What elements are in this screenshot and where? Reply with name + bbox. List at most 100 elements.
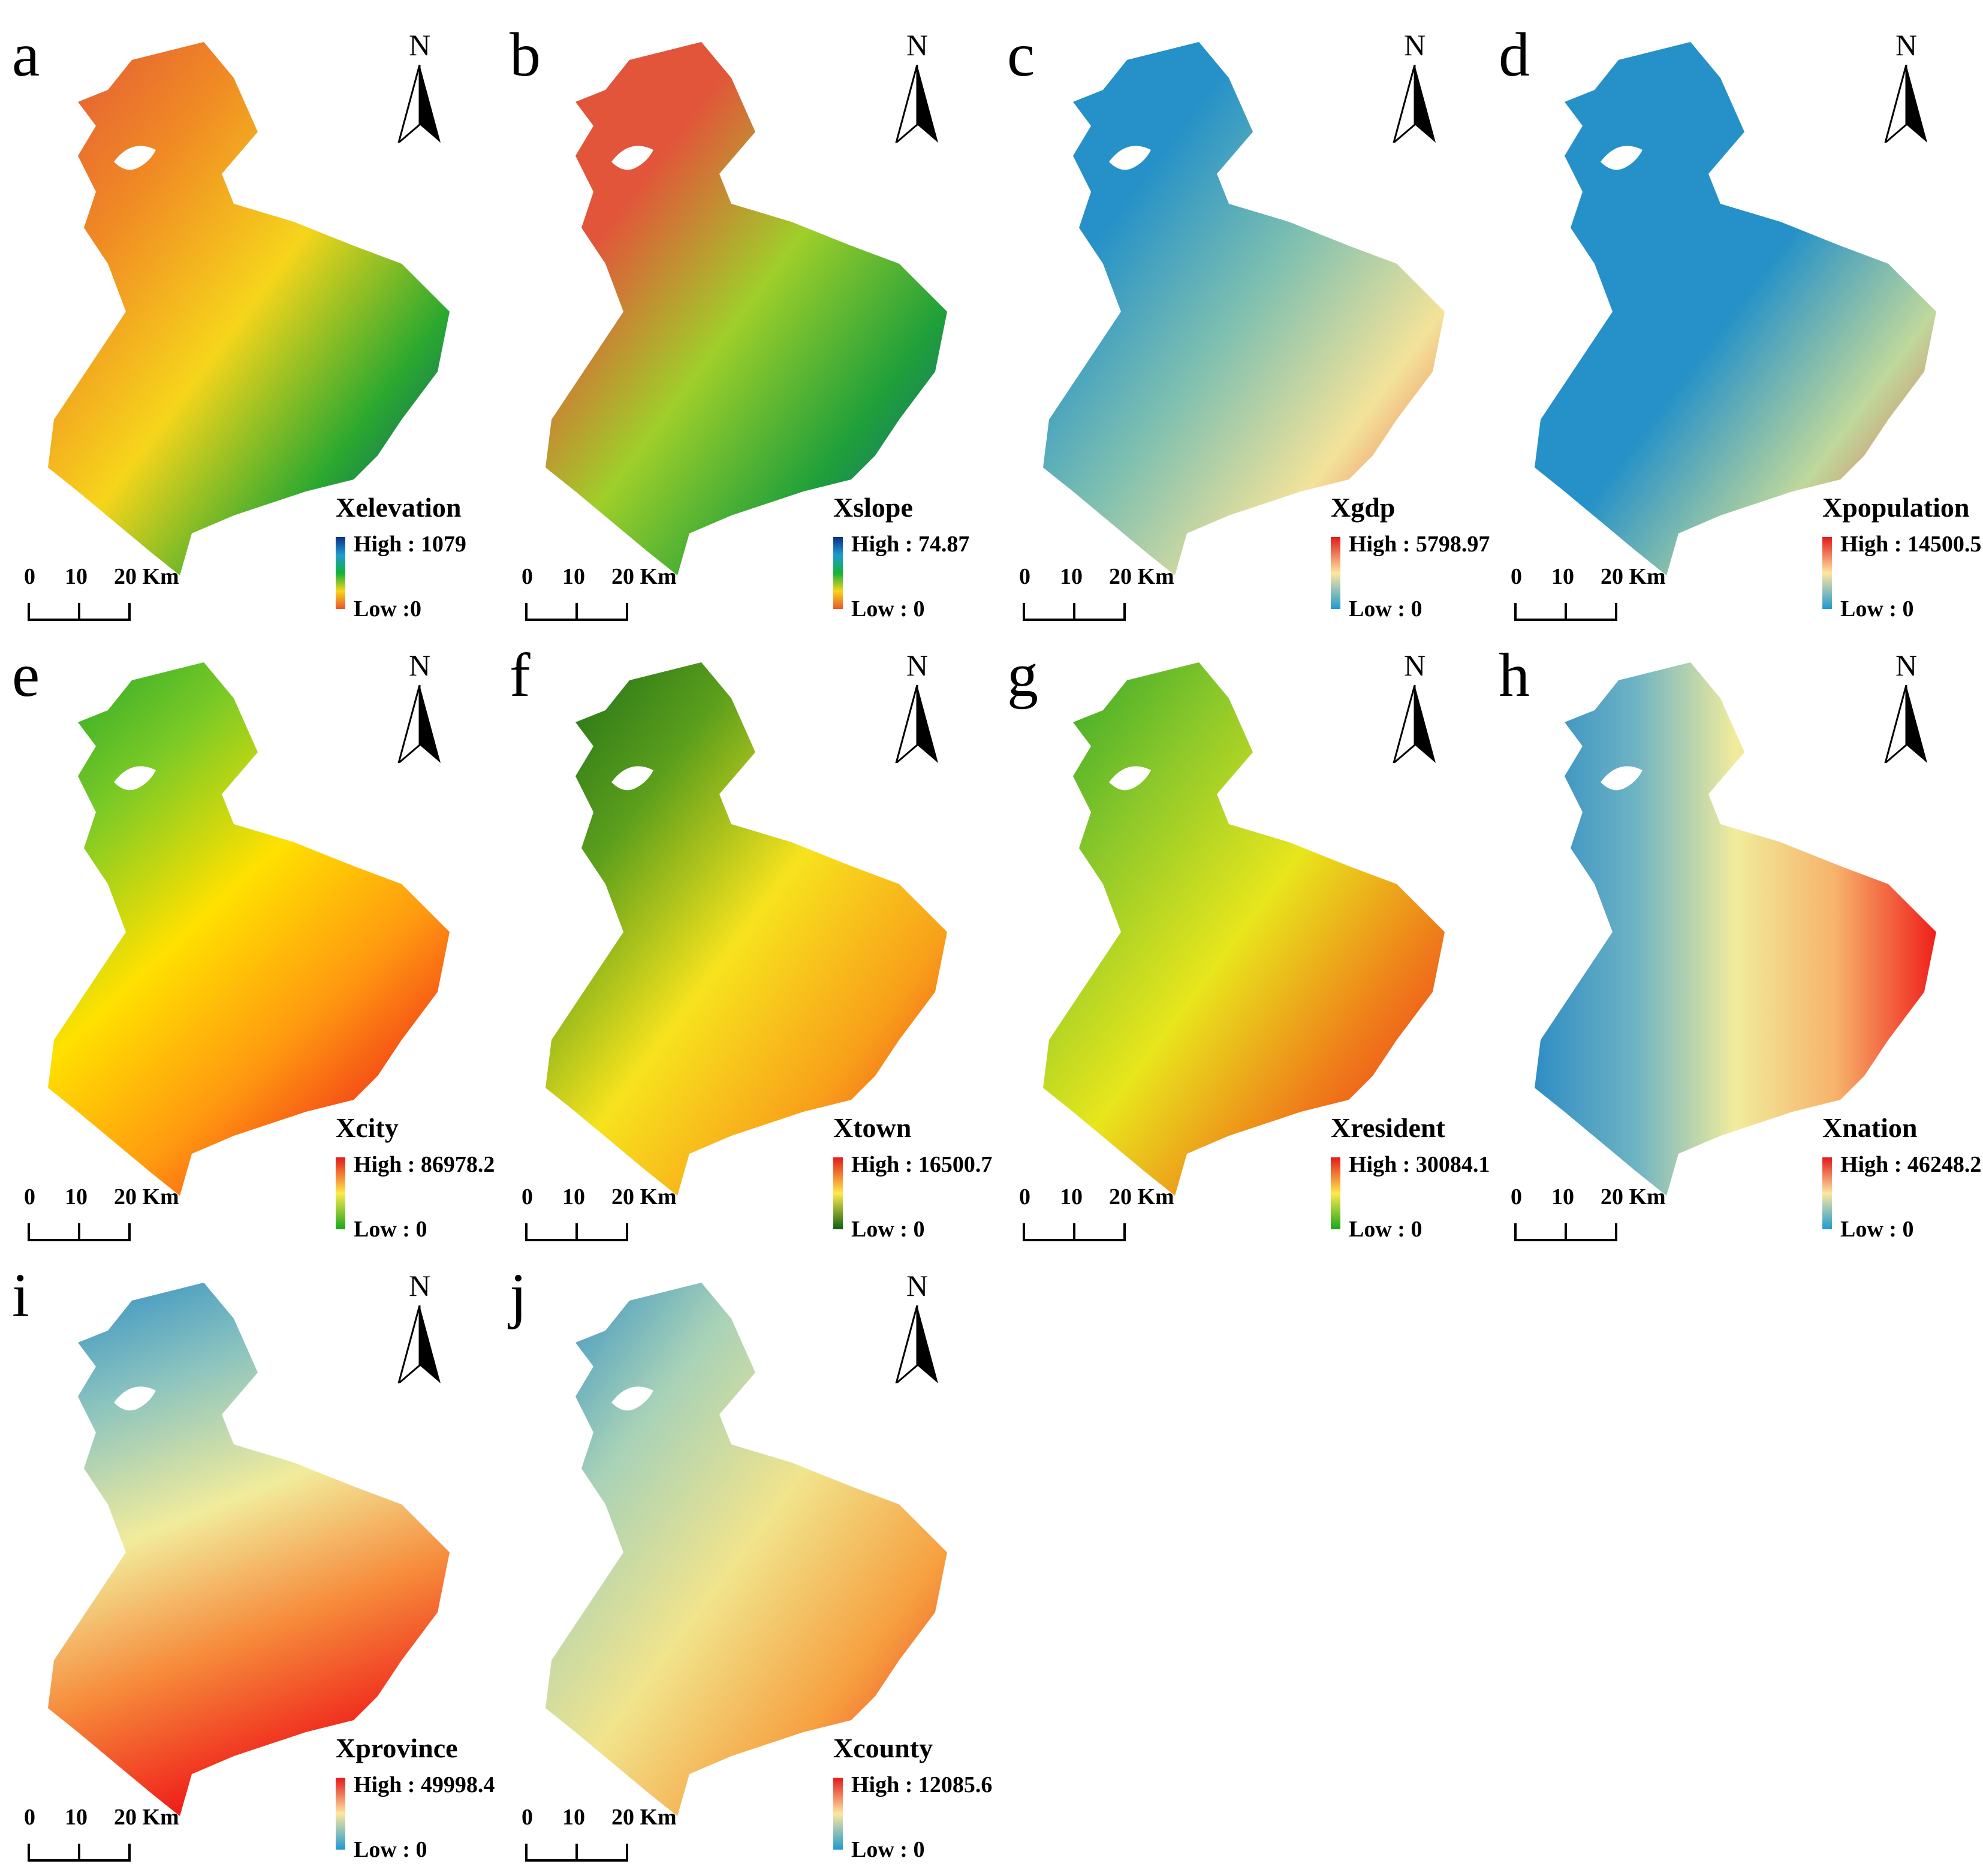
map-graphic bbox=[1043, 42, 1445, 575]
map-panel-i: i N Xprovince High : 49998.4 Low : 0 0 1… bbox=[12, 1265, 504, 1876]
legend: Xcounty High : 12085.6 Low : 0 bbox=[833, 1732, 1013, 1864]
north-arrow: N bbox=[1882, 30, 1930, 144]
north-arrow: N bbox=[1882, 650, 1930, 764]
map-region bbox=[1529, 36, 1948, 593]
scale-tick-20: 20 Km bbox=[1109, 564, 1174, 589]
scale-bar-graphic bbox=[28, 1223, 131, 1241]
north-arrow: N bbox=[893, 30, 941, 144]
map-region bbox=[42, 1277, 462, 1834]
legend: Xcity High : 86978.2 Low : 0 bbox=[336, 1112, 516, 1244]
scale-tick-10: 10 bbox=[562, 564, 585, 589]
scale-bar: 0 10 20 Km bbox=[522, 1184, 713, 1250]
legend-low-label: Low : 0 bbox=[851, 596, 925, 622]
map-panel-d: d N Xpopulation High : 14500.5 Low : 0 0… bbox=[1499, 24, 1983, 635]
scale-bar: 0 10 20 Km bbox=[24, 563, 216, 629]
scale-bar: 0 10 20 Km bbox=[522, 563, 713, 629]
north-label: N bbox=[1895, 649, 1918, 682]
legend: Xslope High : 74.87 Low : 0 bbox=[833, 491, 1013, 623]
scale-tick-20: 20 Km bbox=[611, 1805, 677, 1830]
scale-tick-20: 20 Km bbox=[114, 564, 179, 589]
map-graphic bbox=[48, 1283, 450, 1816]
panel-letter: i bbox=[12, 1261, 29, 1330]
scale-tick-10: 10 bbox=[1551, 1184, 1574, 1210]
legend-title: Xprovince bbox=[336, 1733, 458, 1763]
legend-low-label: Low : 0 bbox=[1349, 1217, 1423, 1242]
scale-bar-graphic bbox=[525, 603, 628, 621]
north-label: N bbox=[408, 1269, 431, 1302]
north-arrow-icon bbox=[397, 685, 441, 763]
north-arrow: N bbox=[396, 1271, 444, 1385]
north-label: N bbox=[408, 28, 431, 62]
north-label: N bbox=[408, 649, 431, 682]
north-arrow-icon bbox=[397, 1305, 441, 1383]
panel-letter: f bbox=[510, 641, 531, 710]
legend-color-ramp bbox=[833, 537, 843, 609]
panel-letter: g bbox=[1007, 641, 1038, 710]
legend: Xresident High : 30084.1 Low : 0 bbox=[1331, 1112, 1511, 1244]
legend-color-ramp bbox=[1331, 537, 1340, 609]
scale-bar-graphic bbox=[1023, 603, 1126, 621]
map-panel-a: a N Xelevation High : 1079 Low :0 0 10 2… bbox=[12, 24, 504, 635]
study-area-region bbox=[48, 662, 450, 1196]
study-area-region bbox=[546, 662, 947, 1196]
scale-bar-graphic bbox=[1023, 1223, 1126, 1241]
north-label: N bbox=[906, 1269, 929, 1302]
legend-title: Xtown bbox=[833, 1112, 912, 1143]
scale-bar: 0 10 20 Km bbox=[522, 1804, 713, 1870]
legend-title: Xresident bbox=[1331, 1112, 1445, 1143]
legend-color-ramp bbox=[1331, 1157, 1340, 1229]
legend-high-label: High : 5798.97 bbox=[1349, 532, 1490, 557]
scale-tick-0: 0 bbox=[522, 1805, 533, 1830]
scale-bar: 0 10 20 Km bbox=[1511, 1184, 1702, 1250]
scale-bar-graphic bbox=[1514, 1223, 1617, 1241]
scale-bar: 0 10 20 Km bbox=[24, 1804, 216, 1870]
map-panel-c: c N Xgdp High : 5798.97 Low : 0 0 10 20 … bbox=[1007, 24, 1499, 635]
study-area-region bbox=[1535, 42, 1936, 575]
panel-letter: j bbox=[510, 1261, 527, 1330]
north-arrow: N bbox=[893, 1271, 941, 1385]
scale-tick-20: 20 Km bbox=[1109, 1184, 1174, 1210]
map-graphic bbox=[546, 662, 947, 1196]
legend-title: Xslope bbox=[833, 492, 913, 523]
scale-bar-graphic bbox=[28, 1844, 131, 1862]
map-panel-j: j N Xcounty High : 12085.6 Low : 0 0 10 … bbox=[510, 1265, 1001, 1876]
legend: Xelevation High : 1079 Low :0 bbox=[336, 491, 516, 623]
legend: Xpopulation High : 14500.5 Low : 0 bbox=[1822, 491, 1983, 623]
map-region bbox=[540, 1277, 959, 1834]
scale-tick-20: 20 Km bbox=[1601, 1184, 1666, 1210]
scale-tick-0: 0 bbox=[24, 564, 35, 589]
scale-bar-graphic bbox=[525, 1223, 628, 1241]
legend-title: Xgdp bbox=[1331, 492, 1396, 523]
north-arrow-icon bbox=[1393, 65, 1436, 143]
north-label: N bbox=[906, 28, 929, 62]
scale-tick-10: 10 bbox=[65, 564, 88, 589]
map-panel-b: b N Xslope High : 74.87 Low : 0 0 10 20 … bbox=[510, 24, 1001, 635]
map-graphic bbox=[546, 42, 947, 575]
scale-tick-10: 10 bbox=[1551, 564, 1574, 589]
map-graphic bbox=[1535, 662, 1936, 1196]
north-arrow-icon bbox=[895, 685, 938, 763]
map-region bbox=[42, 36, 462, 593]
north-arrow: N bbox=[396, 650, 444, 764]
legend-title: Xcity bbox=[336, 1112, 399, 1143]
legend-low-label: Low : 0 bbox=[354, 1837, 427, 1862]
scale-tick-0: 0 bbox=[24, 1805, 35, 1830]
map-graphic bbox=[546, 1283, 947, 1816]
scale-bar-graphic bbox=[1514, 603, 1617, 621]
study-area-region bbox=[1043, 662, 1445, 1196]
study-area-region bbox=[48, 42, 450, 575]
north-label: N bbox=[1403, 649, 1426, 682]
legend: Xprovince High : 49998.4 Low : 0 bbox=[336, 1732, 516, 1864]
legend: Xtown High : 16500.7 Low : 0 bbox=[833, 1112, 1013, 1244]
scale-tick-10: 10 bbox=[65, 1805, 88, 1830]
legend-title: Xpopulation bbox=[1822, 492, 1970, 523]
legend-high-label: High : 1079 bbox=[354, 532, 466, 557]
scale-bar-graphic bbox=[28, 603, 131, 621]
map-graphic bbox=[1043, 662, 1445, 1196]
map-graphic bbox=[48, 662, 450, 1196]
scale-tick-0: 0 bbox=[1019, 564, 1030, 589]
scale-tick-20: 20 Km bbox=[114, 1805, 179, 1830]
panel-letter: a bbox=[12, 20, 40, 89]
north-arrow: N bbox=[396, 30, 444, 144]
legend-low-label: Low : 0 bbox=[1349, 596, 1423, 622]
